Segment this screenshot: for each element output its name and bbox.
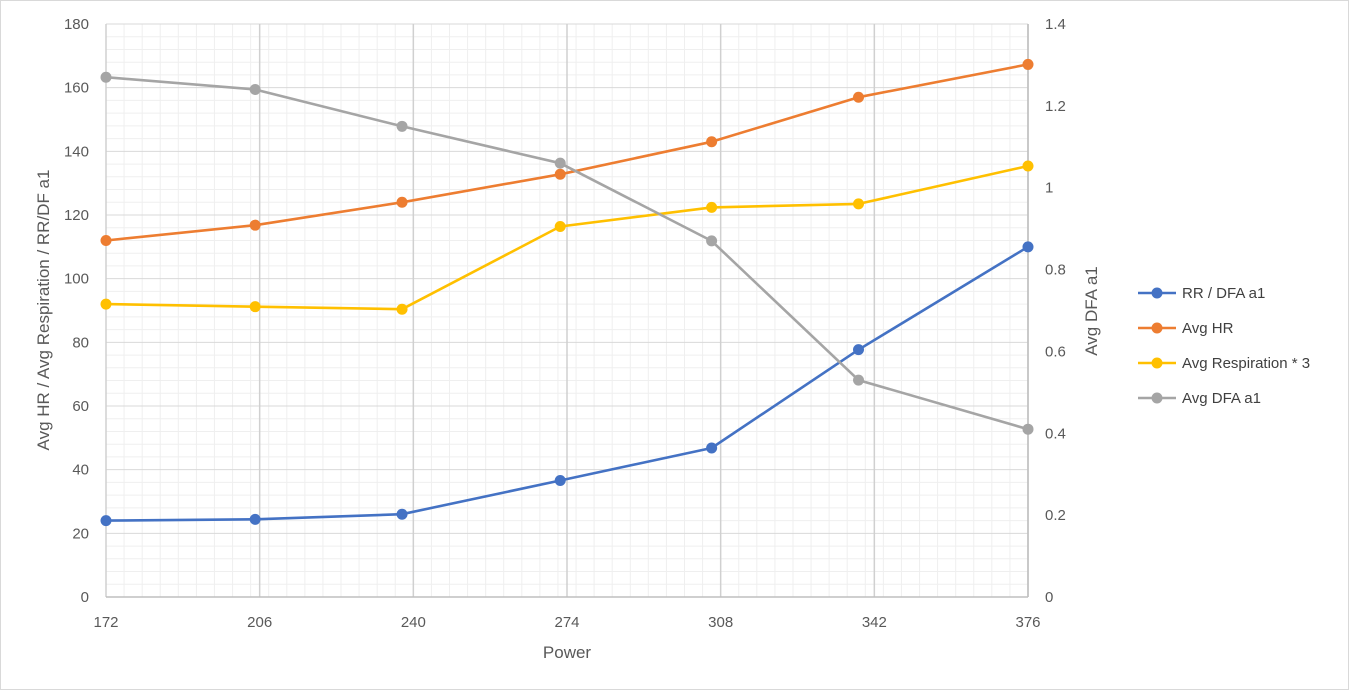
data-point (396, 196, 408, 208)
data-point (1022, 423, 1034, 435)
y-tick-label: 120 (64, 207, 89, 224)
legend-label: Avg Respiration * 3 (1182, 355, 1310, 372)
grid-layer (105, 23, 1029, 598)
data-point (554, 474, 566, 486)
x-tick-label: 274 (554, 614, 579, 631)
data-point (554, 157, 566, 169)
data-point (396, 508, 408, 520)
data-point (396, 303, 408, 315)
x-tick-label: 308 (708, 614, 733, 631)
data-point (396, 120, 408, 132)
y2-tick-label: 1.2 (1045, 98, 1066, 115)
x-tick-label: 376 (1015, 614, 1040, 631)
y2-axis-title: Avg DFA a1 (1082, 266, 1101, 355)
data-point (249, 513, 261, 525)
x-axis-title: Power (543, 643, 592, 662)
data-point (853, 91, 865, 103)
y2-tick-label: 0.8 (1045, 262, 1066, 279)
data-point (1022, 160, 1034, 172)
data-point (100, 71, 112, 83)
legend-label: Avg DFA a1 (1182, 390, 1261, 407)
data-point (100, 234, 112, 246)
y-tick-label: 100 (64, 271, 89, 288)
data-point (706, 136, 718, 148)
legend-swatch-marker (1151, 357, 1163, 369)
y-tick-label: 140 (64, 143, 89, 160)
y-tick-label: 80 (72, 334, 89, 351)
data-point (554, 168, 566, 180)
data-point (706, 201, 718, 213)
legend-label: Avg HR (1182, 320, 1234, 337)
data-point (554, 220, 566, 232)
x-tick-label: 240 (401, 614, 426, 631)
data-point (100, 298, 112, 310)
data-point (1022, 58, 1034, 70)
legend: RR / DFA a1 Avg HR Avg Respiration * 3 Avg … (1138, 285, 1310, 407)
legend-swatch-marker (1151, 322, 1163, 334)
y2-tick-label: 1 (1045, 180, 1053, 197)
x-tick-label: 206 (247, 614, 272, 631)
y2-tick-label: 0 (1045, 589, 1053, 606)
data-point (853, 198, 865, 210)
data-point (1022, 241, 1034, 253)
data-point (249, 83, 261, 95)
x-tick-label: 342 (862, 614, 887, 631)
y-tick-label: 60 (72, 398, 89, 415)
series-layer (100, 58, 1034, 527)
y2-tick-label: 0.4 (1045, 425, 1066, 442)
y2-tick-label: 0.6 (1045, 343, 1066, 360)
axis-layer: 0 20 40 60 80 100 120 140 160 180 0 0.2 0.4 0.6 0.8 1 1.… (64, 16, 1066, 631)
data-point (706, 442, 718, 454)
y-tick-label: 160 (64, 80, 89, 97)
data-point (249, 219, 261, 231)
y-tick-label: 20 (72, 525, 89, 542)
data-point (706, 235, 718, 247)
y-axis-title: Avg HR / Avg Respiration / RR/DF a1 (34, 170, 53, 451)
data-point (853, 344, 865, 356)
legend-swatch-marker (1151, 392, 1163, 404)
legend-label: RR / DFA a1 (1182, 285, 1265, 302)
data-point (853, 374, 865, 386)
y-tick-label: 40 (72, 462, 89, 479)
y-tick-label: 180 (64, 16, 89, 33)
x-tick-label: 172 (93, 614, 118, 631)
y2-tick-label: 0.2 (1045, 507, 1066, 524)
y2-tick-label: 1.4 (1045, 16, 1066, 33)
data-point (249, 301, 261, 313)
data-point (100, 515, 112, 527)
y-tick-label: 0 (81, 589, 89, 606)
legend-swatch-marker (1151, 287, 1163, 299)
